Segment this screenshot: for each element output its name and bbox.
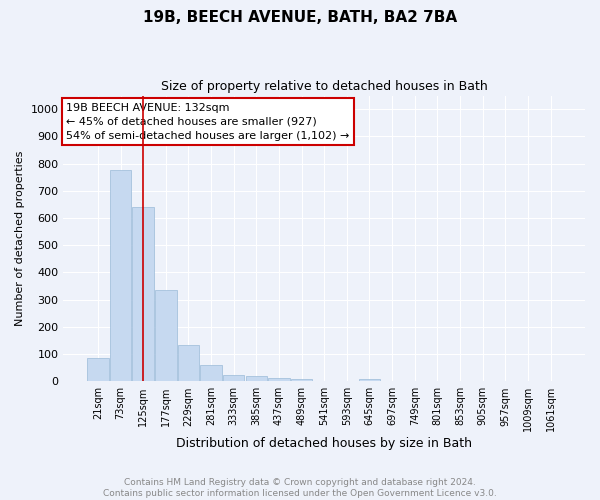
Bar <box>291 380 313 382</box>
Bar <box>268 378 290 382</box>
Title: Size of property relative to detached houses in Bath: Size of property relative to detached ho… <box>161 80 488 93</box>
Text: 19B BEECH AVENUE: 132sqm
← 45% of detached houses are smaller (927)
54% of semi-: 19B BEECH AVENUE: 132sqm ← 45% of detach… <box>66 102 349 141</box>
Bar <box>200 365 222 382</box>
Bar <box>87 358 109 382</box>
Bar <box>245 376 267 382</box>
Text: 19B, BEECH AVENUE, BATH, BA2 7BA: 19B, BEECH AVENUE, BATH, BA2 7BA <box>143 10 457 25</box>
Bar <box>133 207 154 382</box>
Bar <box>359 378 380 382</box>
Bar <box>155 290 176 382</box>
Bar <box>178 344 199 382</box>
Y-axis label: Number of detached properties: Number of detached properties <box>15 151 25 326</box>
Text: Contains HM Land Registry data © Crown copyright and database right 2024.
Contai: Contains HM Land Registry data © Crown c… <box>103 478 497 498</box>
X-axis label: Distribution of detached houses by size in Bath: Distribution of detached houses by size … <box>176 437 472 450</box>
Bar <box>223 374 244 382</box>
Bar <box>110 170 131 382</box>
